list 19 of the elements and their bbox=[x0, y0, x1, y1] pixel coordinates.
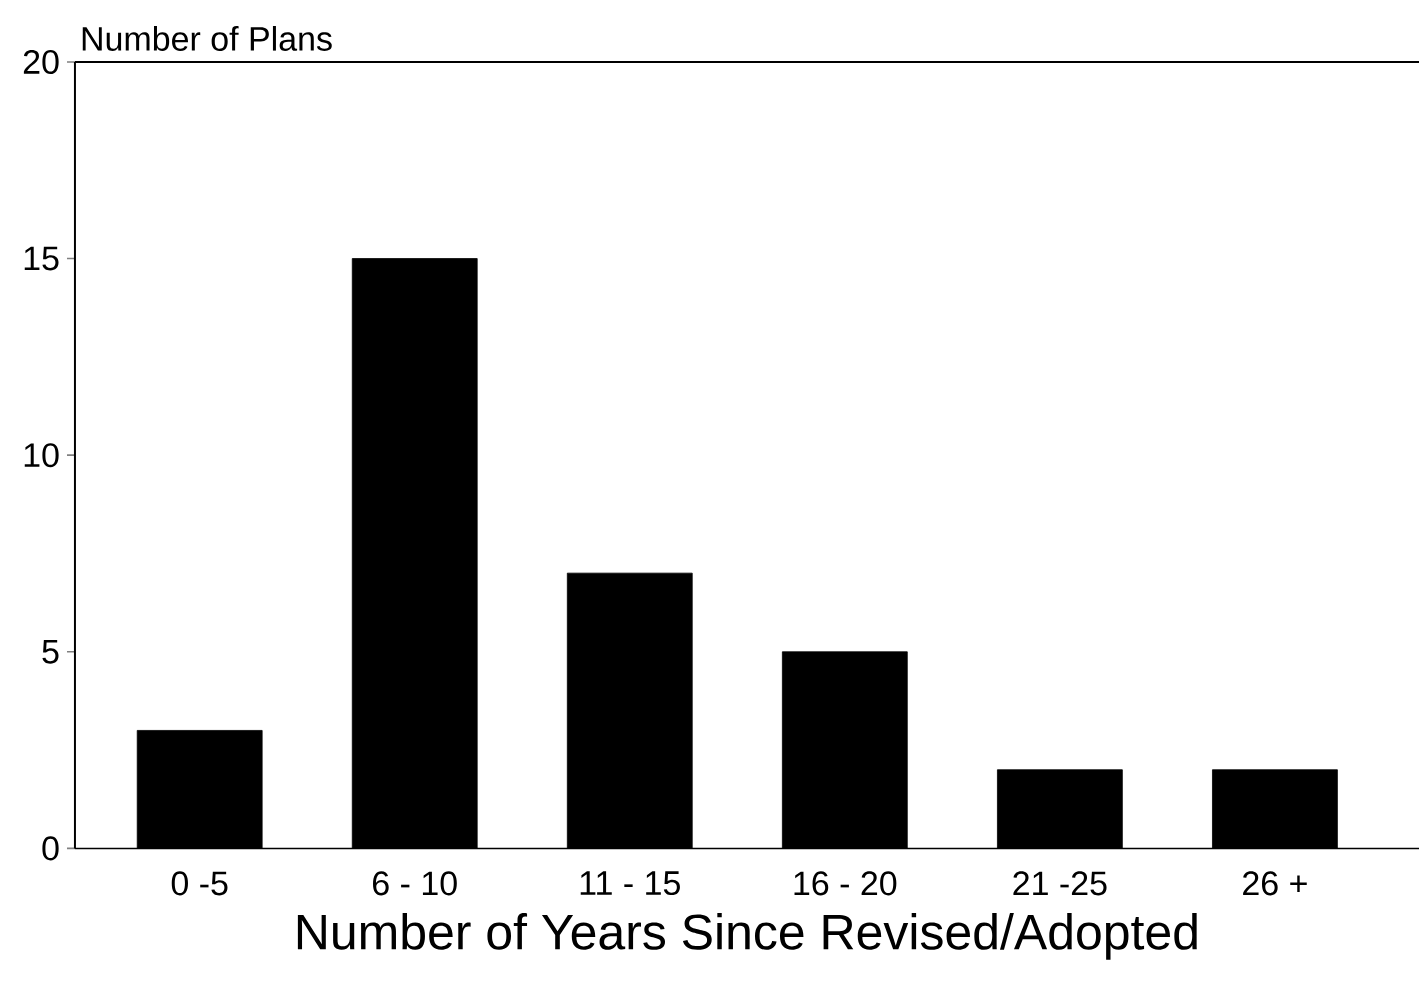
x-tick-label: 11 - 15 bbox=[580, 871, 680, 895]
bar bbox=[997, 769, 1123, 849]
y-tick-label: 15 bbox=[24, 246, 59, 271]
y-tick-label: 20 bbox=[23, 49, 59, 74]
bar bbox=[351, 258, 478, 849]
x-tick-label: 16 - 20 bbox=[794, 871, 897, 896]
y-tick-label: 10 bbox=[24, 442, 59, 468]
x-tick-label: 6 - 10 bbox=[373, 871, 457, 896]
y-tick-label: 5 bbox=[42, 639, 59, 664]
bar bbox=[136, 729, 263, 849]
bar bbox=[566, 572, 693, 849]
x-axis-title: Number of Years Since Revised/Adopted bbox=[297, 912, 1197, 960]
bar bbox=[1212, 769, 1338, 849]
x-tick-label: 0 -5 bbox=[171, 871, 228, 896]
x-tick-label: 26 + bbox=[1243, 871, 1307, 896]
x-tick-label: 21 -25 bbox=[1013, 871, 1107, 896]
bar bbox=[781, 651, 908, 849]
y-tick-label: 0 bbox=[42, 836, 59, 861]
y-axis-title: Number of Plans bbox=[82, 25, 332, 51]
